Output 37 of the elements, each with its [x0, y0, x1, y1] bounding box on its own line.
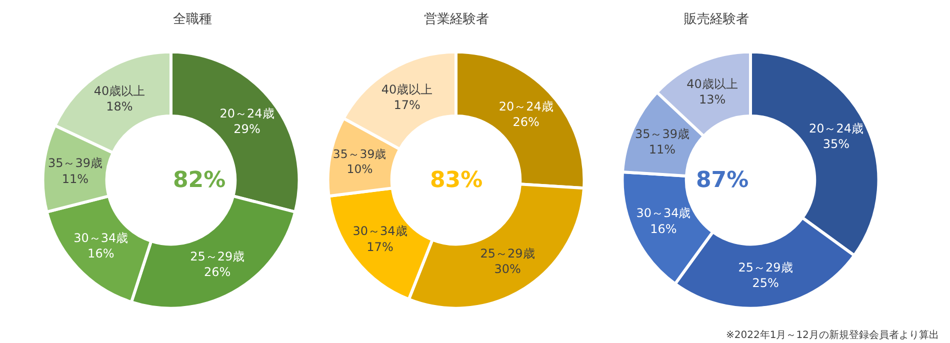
data-label: 17% [394, 98, 420, 112]
slice-label: 20～24歳 [808, 122, 864, 136]
slice-label: 40歳以上 [381, 82, 433, 96]
data-label: 35% [822, 137, 850, 152]
data-label: 17% [366, 240, 394, 254]
slice-label: 35～39歳 [634, 127, 690, 142]
text: ※2022年1月～12月の新規登録会員者より算出 [726, 329, 939, 341]
slice-label: 25～29歳 [738, 260, 793, 274]
data-label: 30% [494, 262, 521, 276]
slice-label: 30～34歳 [352, 224, 408, 238]
text: 87% [696, 168, 749, 193]
text: 83% [430, 168, 483, 193]
data-label: 25% [752, 276, 779, 290]
chart-title: 営業経験者 [424, 12, 489, 27]
chart-title: 販売経験者 [684, 12, 749, 27]
data-label: 29% [234, 122, 260, 136]
data-label: 16% [650, 222, 677, 236]
slice-label: 25～29歳 [190, 250, 245, 264]
slice-label: 20～24歳 [498, 99, 554, 114]
slice-label: 40歳以上 [94, 84, 146, 98]
data-label: 10% [346, 162, 373, 176]
data-label: 26% [512, 115, 540, 130]
slice-label: 30～34歳 [636, 206, 691, 220]
data-label: 11% [648, 142, 676, 157]
data-label: 18% [106, 100, 133, 114]
data-label: 16% [88, 246, 114, 261]
slice-label: 40歳以上 [686, 77, 738, 91]
slice-label: 25～29歳 [480, 246, 535, 260]
data-label: 11% [62, 172, 89, 186]
slice-label: 20～24歳 [220, 106, 274, 120]
chart-title: 全職種 [173, 12, 212, 27]
data-label: 26% [204, 265, 231, 280]
slice-label: 35～39歳 [332, 147, 387, 162]
text: 82% [173, 168, 226, 193]
slice-label: 35～39歳 [48, 156, 103, 170]
data-label: 13% [698, 92, 726, 107]
slice-label: 30～34歳 [74, 231, 128, 246]
